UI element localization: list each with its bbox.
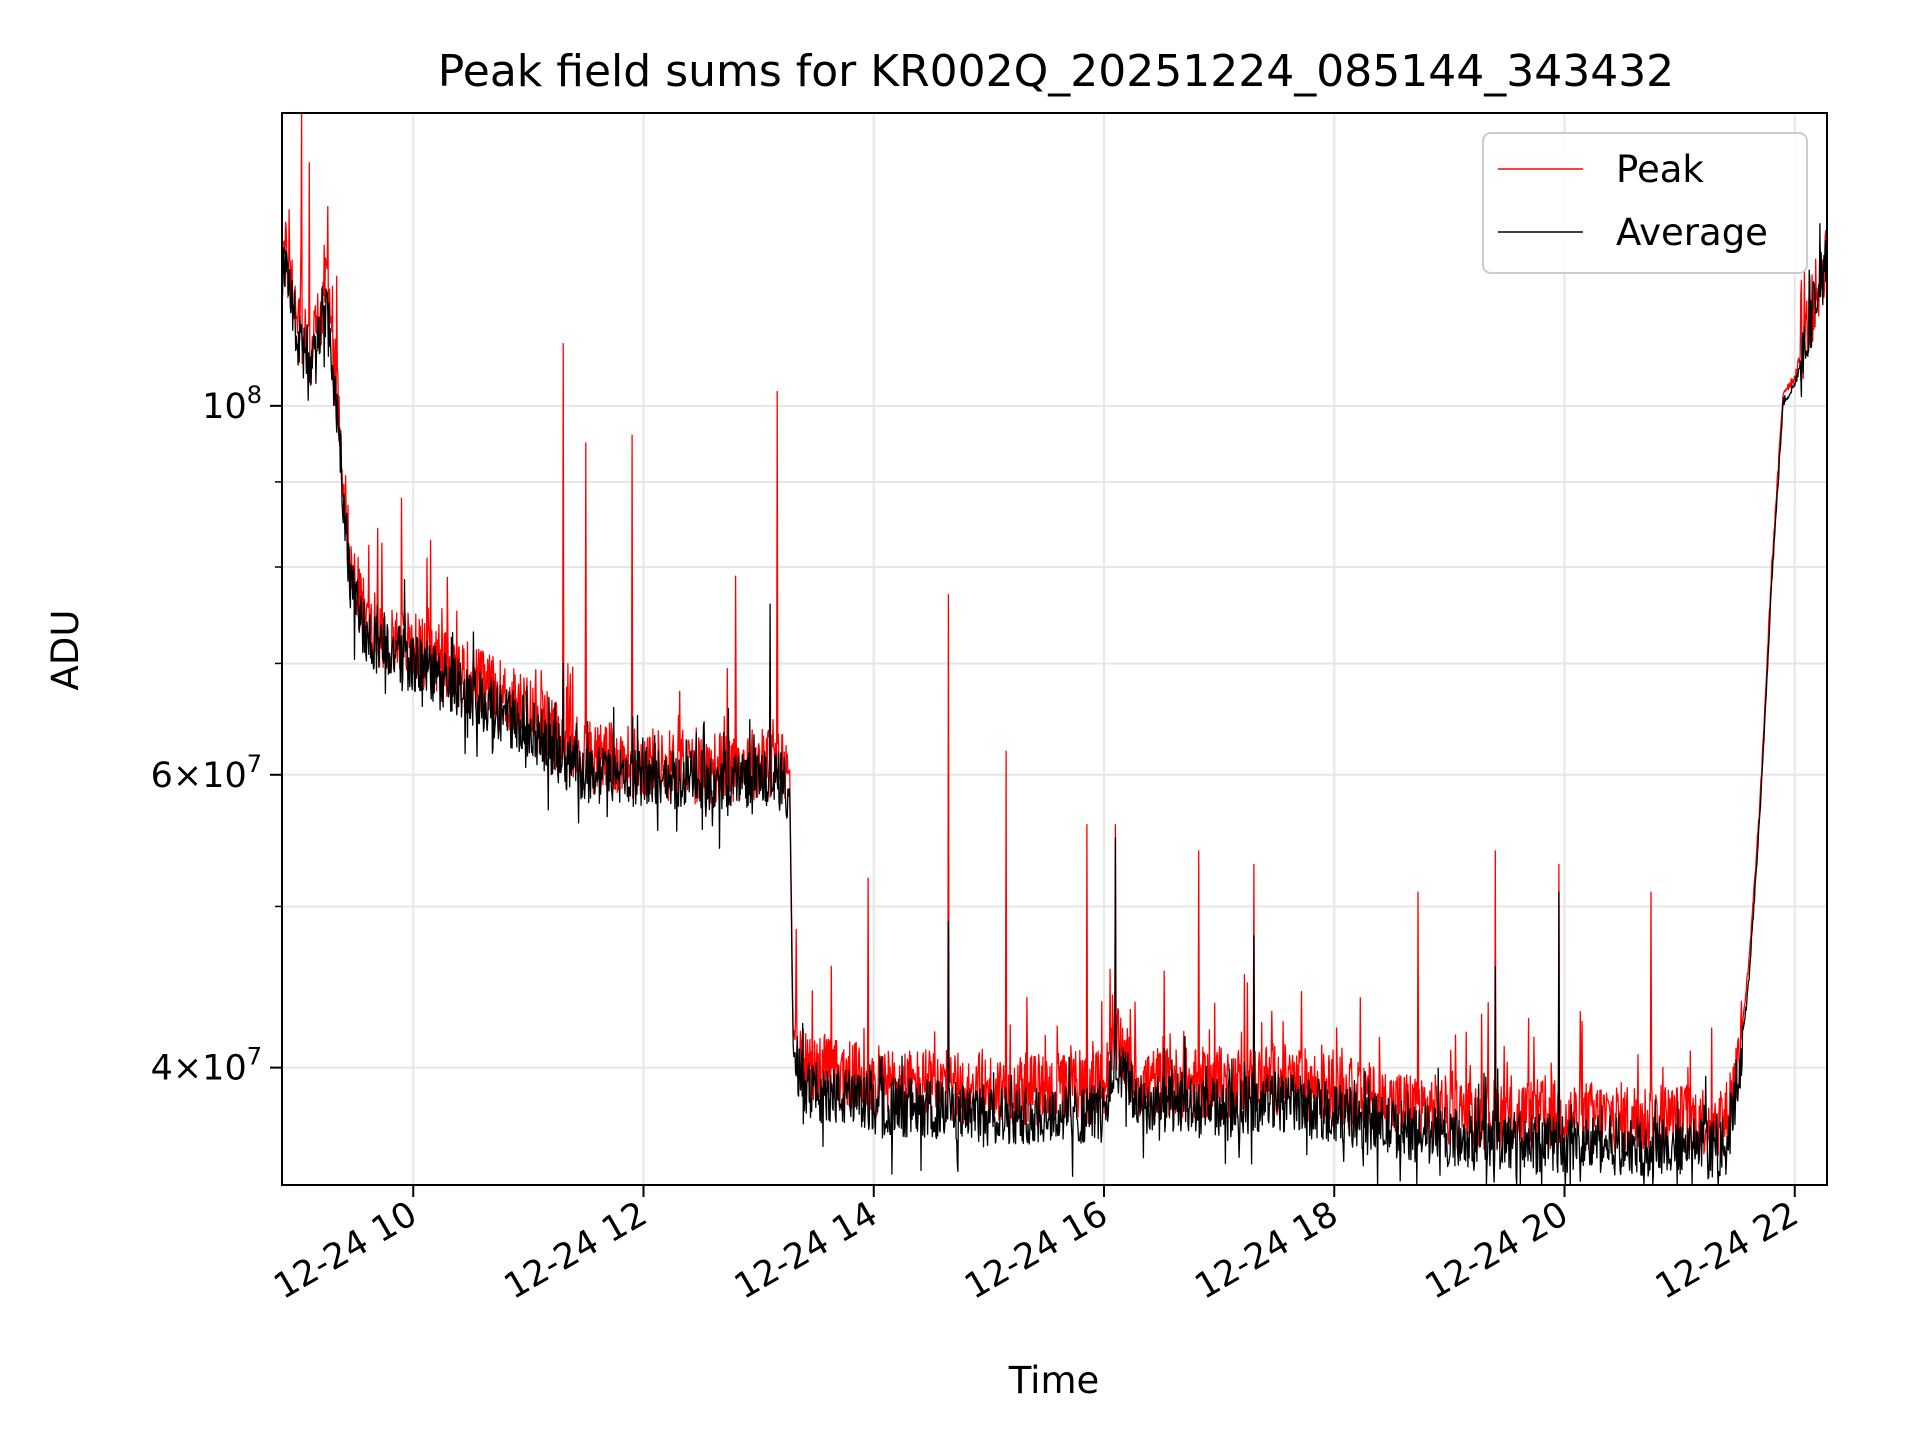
grid-layer — [282, 113, 1827, 1185]
y-tick-label: 6×107 — [151, 750, 262, 796]
y-axis-label: ADU — [44, 610, 87, 691]
y-tick-label: 108 — [202, 381, 262, 427]
legend: Peak Average — [1482, 132, 1808, 274]
y-tick-label: 4×107 — [151, 1043, 262, 1089]
series-layer — [281, 112, 1828, 1186]
plot-frame — [281, 112, 1828, 1186]
chart-title: Peak field sums for KR002Q_20251224_0851… — [438, 46, 1674, 97]
x-axis-label: Time — [1008, 1359, 1100, 1402]
series-line-average — [281, 223, 1828, 1186]
legend-label-peak: Peak — [1616, 148, 1704, 191]
legend-box — [1482, 132, 1808, 274]
legend-label-average: Average — [1616, 211, 1768, 254]
